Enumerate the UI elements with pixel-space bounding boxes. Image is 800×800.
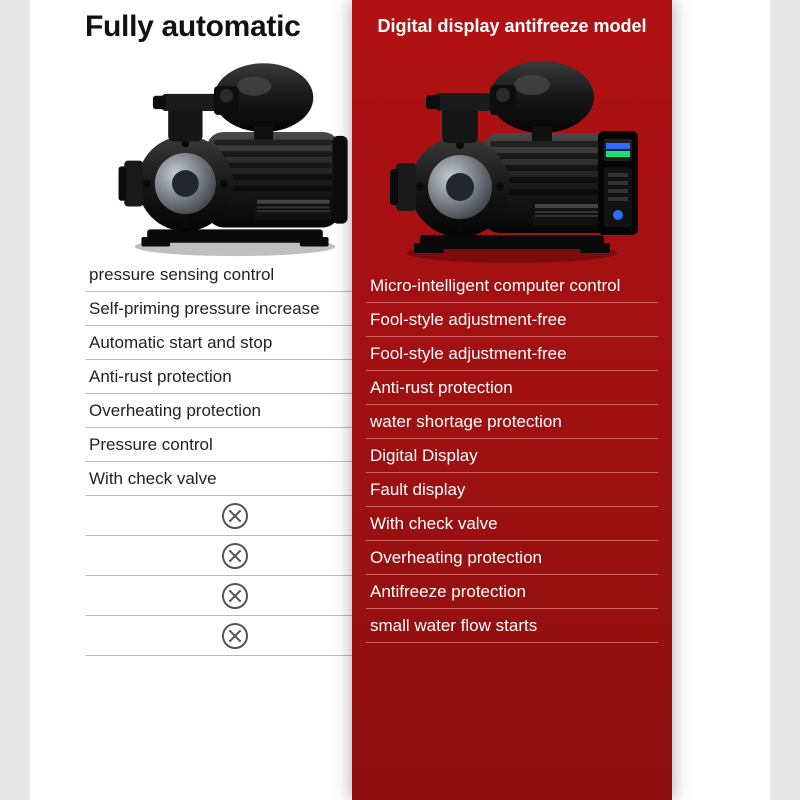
feature-row: Digital Display xyxy=(366,439,658,473)
feature-row: Anti-rust protection xyxy=(366,371,658,405)
feature-row: Pressure control xyxy=(85,428,385,462)
feature-row: small water flow starts xyxy=(366,609,658,643)
feature-row: Fool-style adjustment-free xyxy=(366,337,658,371)
feature-row: Fool-style adjustment-free xyxy=(366,303,658,337)
feature-row: Micro-intelligent computer control xyxy=(366,269,658,303)
feature-row: Automatic start and stop xyxy=(85,326,385,360)
right-title: Digital display antifreeze model xyxy=(352,0,672,43)
feature-row: Overheating protection xyxy=(85,394,385,428)
comparison-panel: Fully automatic pressure sensing control… xyxy=(30,0,770,800)
right-column: Digital display antifreeze model Micro-i… xyxy=(352,0,672,800)
x-icon xyxy=(222,583,248,609)
right-feature-list: Micro-intelligent computer controlFool-s… xyxy=(352,265,672,643)
feature-missing-row xyxy=(85,576,385,616)
feature-missing-row xyxy=(85,496,385,536)
left-column: Fully automatic pressure sensing control… xyxy=(85,0,385,656)
left-title: Fully automatic xyxy=(85,0,385,48)
feature-row: water shortage protection xyxy=(366,405,658,439)
x-icon xyxy=(222,623,248,649)
feature-row: With check valve xyxy=(85,462,385,496)
x-icon xyxy=(222,543,248,569)
feature-row: With check valve xyxy=(366,507,658,541)
feature-row: Self-priming pressure increase xyxy=(85,292,385,326)
feature-missing-row xyxy=(85,536,385,576)
left-pump-image xyxy=(110,48,360,258)
left-feature-list: pressure sensing controlSelf-priming pre… xyxy=(85,258,385,656)
feature-row: Antifreeze protection xyxy=(366,575,658,609)
feature-row: Overheating protection xyxy=(366,541,658,575)
feature-row: pressure sensing control xyxy=(85,258,385,292)
feature-row: Anti-rust protection xyxy=(85,360,385,394)
feature-missing-row xyxy=(85,616,385,656)
right-pump-image xyxy=(382,45,642,265)
x-icon xyxy=(222,503,248,529)
feature-row: Fault display xyxy=(366,473,658,507)
